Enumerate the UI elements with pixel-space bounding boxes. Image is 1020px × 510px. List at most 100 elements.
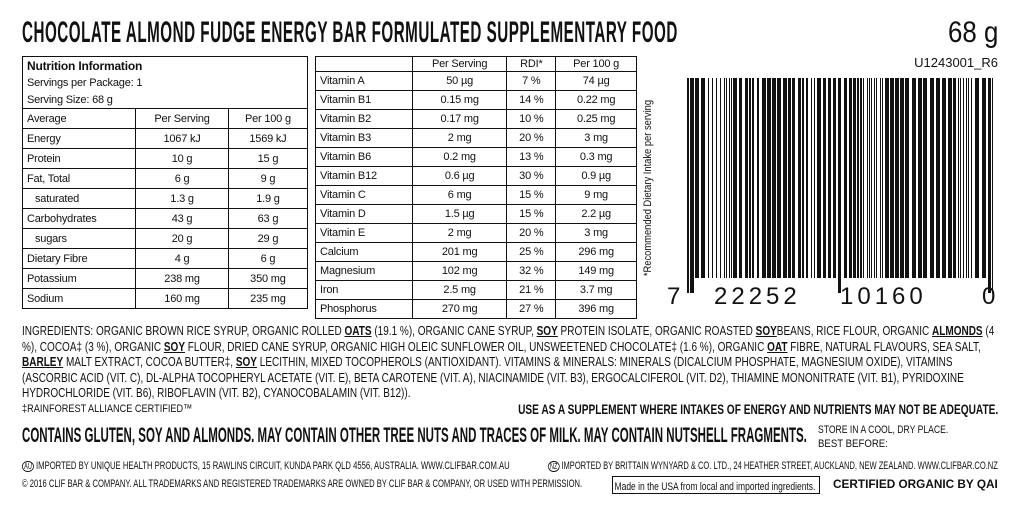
vitamin-value: 0.2 mg: [411, 147, 508, 167]
vitamin-name: Vitamin E: [315, 223, 413, 243]
ingredient-text: PROTEIN ISOLATE, ORGANIC ROASTED: [557, 324, 756, 338]
barcode-bar: [863, 78, 864, 278]
nutrient-name: Sodium: [21, 288, 137, 309]
certification: CERTIFIED ORGANIC BY QAI: [833, 477, 998, 491]
vitamin-row: Calcium 201 mg 25 % 296 mg: [315, 242, 637, 262]
barcode-bar: [762, 78, 766, 278]
barcode-bar: [874, 78, 875, 278]
barcode-bar: [814, 78, 815, 278]
nutrition-value: 10 g: [135, 148, 229, 169]
ingredient-text: LECITHIN, MIXED TOCOPHEROLS (ANTIOXIDANT…: [22, 355, 964, 400]
supplement-box: USE AS A SUPPLEMENT WHERE INTAKES OF ENE…: [335, 401, 998, 417]
vitamin-name: Vitamin B2: [315, 109, 413, 129]
vitamin-value: 30 %: [506, 166, 557, 186]
barcode-bar: [767, 78, 771, 278]
nutrition-value: 160 mg: [135, 288, 229, 309]
vitamin-value: 15 %: [506, 185, 557, 205]
vitamin-value: 2 mg: [411, 128, 508, 148]
column-header: Per 100 g: [227, 108, 309, 129]
vitamin-value: 2.2 µg: [555, 204, 637, 224]
barcode-bar: [960, 78, 961, 278]
origin-box: Made in the USA from local and imported …: [612, 476, 820, 494]
best-before-box: BEST BEFORE:: [818, 438, 898, 450]
vitamin-name: Vitamin B1: [315, 90, 413, 110]
column-header: RDI*: [506, 56, 557, 72]
nutrition-value: 6 g: [227, 248, 309, 269]
vitamin-value: 0.22 mg: [555, 90, 637, 110]
barcode-bar: [936, 78, 940, 278]
vitamin-value: 74 µg: [555, 71, 637, 91]
vitamin-value: 0.17 mg: [411, 109, 508, 129]
origin: Made in the USA from local and imported …: [614, 481, 816, 493]
barcode-bar: [729, 78, 730, 278]
nutrition-header: Servings per Package: 1: [27, 76, 143, 89]
vitamin-value: 3 mg: [555, 128, 637, 148]
ingredients: INGREDIENTS: ORGANIC BROWN RICE SYRUP, O…: [22, 324, 1000, 402]
barcode-bar: [885, 78, 889, 278]
importer: NZ IMPORTED BY BRITTAIN WYNYARD & CO. LTD…: [548, 460, 998, 472]
vitamin-row: Iron 2.5 mg 21 % 3.7 mg: [315, 280, 637, 300]
title-box: CHOCOLATE ALMOND FUDGE ENERGY BAR FORMUL…: [22, 16, 1020, 50]
barcode-bar: [867, 78, 868, 278]
barcode-bar: [757, 78, 759, 278]
vitamin-name: Calcium: [315, 242, 413, 262]
vitamin-name: Iron: [315, 280, 413, 300]
vitamin-row: Vitamin B12 0.6 µg 30 % 0.9 µg: [315, 166, 637, 186]
nutrition-value: 29 g: [227, 228, 309, 249]
vitamin-name: Phosphorus: [315, 299, 413, 319]
barcode-bar: [695, 78, 699, 278]
barcode-bar: [731, 78, 732, 278]
vitamin-row: Vitamin B6 0.2 mg 13 % 0.3 mg: [315, 147, 637, 167]
barcode-bar: [942, 78, 946, 278]
nutrition-value: 238 mg: [135, 268, 229, 289]
rdi-note: *Recommended Dietary Intake per serving: [642, 99, 654, 277]
vitamin-value: 15 %: [506, 204, 557, 224]
vitamin-row: Magnesium 102 mg 32 % 149 mg: [315, 261, 637, 281]
barcode-bar: [988, 78, 991, 293]
best-before: BEST BEFORE:: [818, 438, 888, 450]
barcode-bar: [953, 78, 956, 278]
nutrition-header-row: Servings per Package: 1: [23, 74, 308, 91]
barcode-bar: [817, 78, 821, 278]
barcode-bar: [690, 78, 694, 293]
vitamin-name: Vitamin B6: [315, 147, 413, 167]
ingredient-text: FIBRE, NATURAL FLAVOURS, SEA SALT,: [787, 339, 981, 354]
barcode-bar: [958, 78, 959, 278]
nutrition-header: Serving Size: 68 g: [22, 91, 308, 109]
vitamin-row: Vitamin B3 2 mg 20 % 3 mg: [315, 128, 637, 148]
barcode-bar: [772, 78, 776, 278]
barcode-bar: [905, 78, 909, 278]
nutrition-row: Carbohydrates 43 g 63 g: [21, 208, 309, 229]
vitamin-value: 0.6 µg: [411, 166, 508, 186]
barcode-bar: [853, 78, 856, 278]
vitamin-value: 14 %: [506, 90, 557, 110]
ingredient-text: BEANS, RICE FLOUR, ORGANIC: [776, 324, 933, 338]
vitamin-value: 102 mg: [411, 261, 508, 281]
barcode-bar: [745, 78, 748, 278]
vitamin-value: 0.9 µg: [555, 166, 637, 186]
nutrient-name: Protein: [21, 148, 137, 169]
nutrition-row: Protein 10 g 15 g: [21, 148, 309, 169]
vitamin-value: 7 %: [506, 71, 557, 91]
barcode-bar: [982, 78, 986, 278]
barcode-bar: [687, 78, 689, 293]
nutrition-value: 1.9 g: [227, 188, 309, 209]
nutrition-value: 43 g: [135, 208, 229, 229]
vitamin-name: Magnesium: [315, 261, 413, 281]
vitamin-name: Vitamin D: [315, 204, 413, 224]
nutrition-value: 350 mg: [227, 268, 309, 289]
vitamin-value: 0.15 mg: [411, 90, 508, 110]
barcode-bar: [739, 78, 742, 278]
barcode-bar: [726, 78, 727, 278]
vitamin-value: 2 mg: [411, 223, 508, 243]
importer-box: NZ IMPORTED BY BRITTAIN WYNYARD & CO. LTD…: [548, 460, 1020, 472]
barcode-bar: [828, 78, 831, 278]
vitamin-value: 396 mg: [555, 299, 637, 319]
vitamin-row: Vitamin B2 0.17 mg 10 % 0.25 mg: [315, 109, 637, 129]
ingredient-text: SOY: [755, 324, 777, 338]
nutrition-value: 235 mg: [227, 288, 309, 309]
nutrition-value: 1.3 g: [135, 188, 229, 209]
rainforest-box: ‡RAINFOREST ALLIANCE CERTIFIED™: [22, 403, 226, 415]
vitamin-value: 50 µg: [411, 71, 508, 91]
column-header: Per Serving: [411, 56, 508, 72]
